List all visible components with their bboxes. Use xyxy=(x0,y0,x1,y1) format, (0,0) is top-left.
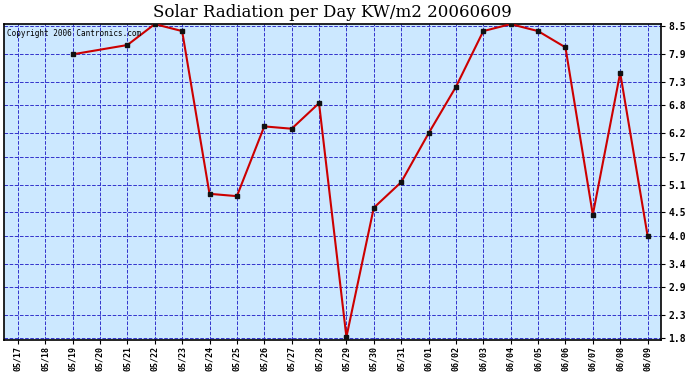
Title: Solar Radiation per Day KW/m2 20060609: Solar Radiation per Day KW/m2 20060609 xyxy=(153,4,512,21)
Text: Copyright 2006 Cantronics.com: Copyright 2006 Cantronics.com xyxy=(8,29,141,38)
